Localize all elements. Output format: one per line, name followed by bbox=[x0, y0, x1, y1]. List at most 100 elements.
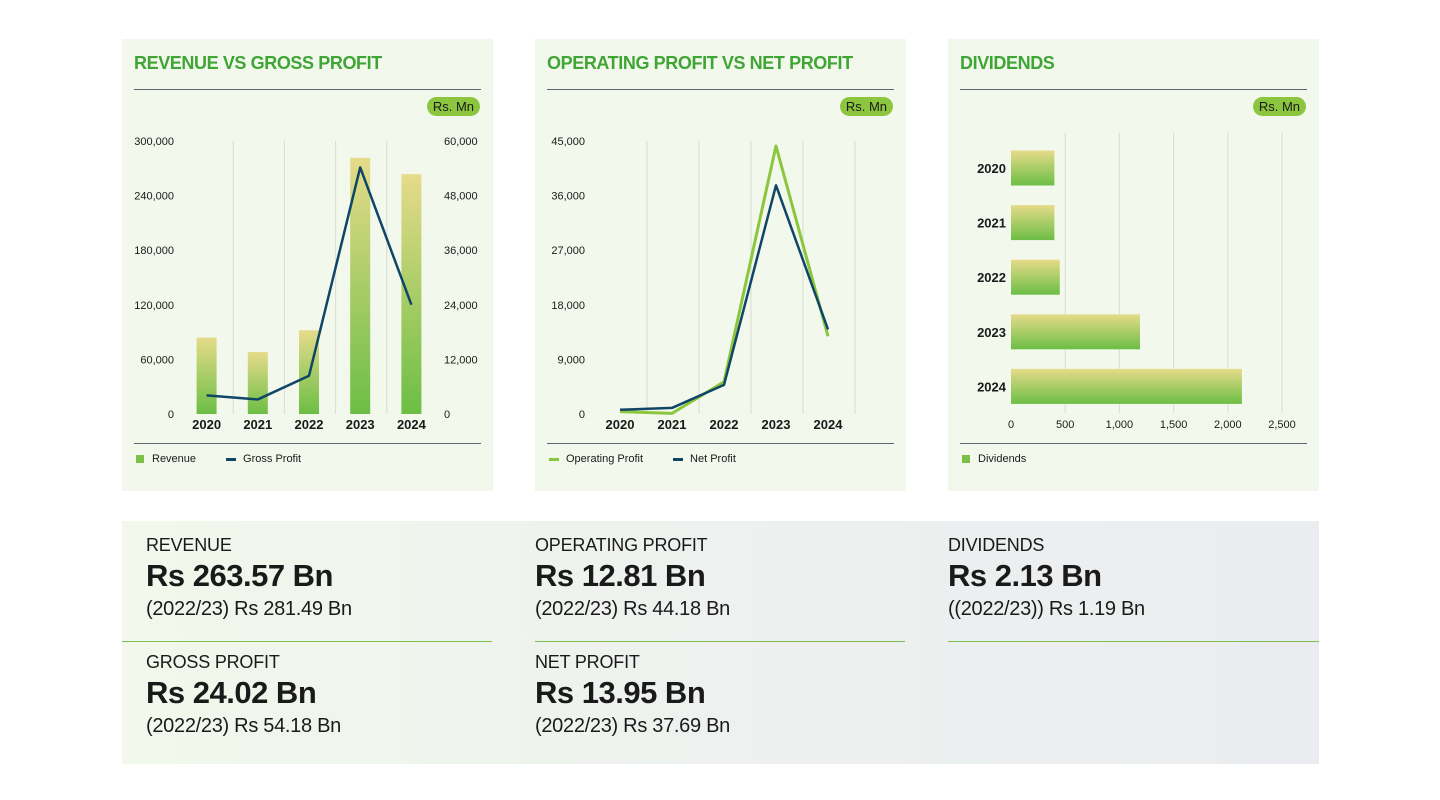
stat-net-profit: NET PROFIT Rs 13.95 Bn (2022/23) Rs 37.6… bbox=[535, 652, 905, 738]
dividend-bar bbox=[1011, 259, 1060, 295]
stat-label: REVENUE bbox=[146, 535, 232, 555]
chart-title: OPERATING PROFIT VS NET PROFIT bbox=[547, 53, 853, 73]
stat-label: GROSS PROFIT bbox=[146, 652, 280, 672]
stat-label: OPERATING PROFIT bbox=[535, 535, 708, 555]
chart-title: DIVIDENDS bbox=[960, 53, 1055, 73]
revenue-bar bbox=[350, 157, 371, 414]
y-tick-label-left: 0 bbox=[168, 409, 174, 421]
stat-previous: (2022/23) Rs 44.18 Bn bbox=[535, 598, 730, 620]
stat-value: Rs 263.57 Bn bbox=[146, 558, 334, 593]
x-tick-label: 2021 bbox=[243, 417, 272, 432]
x-tick-label: 2023 bbox=[762, 417, 791, 432]
title-divider bbox=[134, 89, 481, 90]
title-divider bbox=[547, 89, 894, 90]
y-tick-label: 2024 bbox=[977, 379, 1007, 394]
legend-item-net-profit: Net Profit bbox=[673, 453, 736, 465]
operating-net-profit-chart: 0 9,000 18,000 27,000 36,000 45,000 2020 2021 20… bbox=[551, 136, 856, 432]
legend-label: Revenue bbox=[152, 453, 197, 465]
dividends-chart: 0 500 1,000 1,500 2,000 2,500 2020 2021 2022 2023… bbox=[977, 133, 1296, 431]
stat-value: Rs 2.13 Bn bbox=[948, 558, 1102, 593]
stat-value: Rs 24.02 Bn bbox=[146, 675, 317, 710]
summary-section: REVENUE Rs 263.57 Bn (2022/23) Rs 281.49… bbox=[122, 521, 1319, 764]
legend-swatch bbox=[549, 457, 559, 461]
unit-badge: Rs. Mn bbox=[839, 97, 893, 116]
y-tick-label: 2022 bbox=[977, 270, 1006, 285]
stat-previous: (2022/23) Rs 37.69 Bn bbox=[535, 715, 730, 737]
y-tick-label: 2020 bbox=[977, 161, 1006, 176]
x-tick-label: 1,500 bbox=[1160, 419, 1188, 431]
stat-operating-profit: OPERATING PROFIT Rs 12.81 Bn (2022/23) R… bbox=[535, 535, 905, 621]
stat-label: DIVIDENDS bbox=[948, 535, 1045, 555]
x-tick-label: 1,000 bbox=[1106, 419, 1134, 431]
y-tick-label: 36,000 bbox=[551, 191, 585, 203]
y-tick-label: 9,000 bbox=[557, 354, 585, 366]
legend-label: Net Profit bbox=[690, 453, 736, 465]
revenue-bar bbox=[401, 174, 422, 414]
y-tick-label-left: 300,000 bbox=[134, 136, 174, 148]
revenue-gross-profit-chart: 0 60,000 120,000 180,000 240,000 300,000 0 12,0… bbox=[134, 136, 478, 432]
x-tick-label: 2024 bbox=[814, 417, 844, 432]
stat-value: Rs 13.95 Bn bbox=[535, 675, 706, 710]
y-tick-label: 2021 bbox=[977, 216, 1006, 231]
y-tick-label-right: 0 bbox=[444, 409, 450, 421]
title-divider bbox=[960, 89, 1307, 90]
y-tick-label: 0 bbox=[579, 409, 585, 421]
stat-previous: ((2022/23)) Rs 1.19 Bn bbox=[948, 598, 1145, 620]
legend-item-dividends: Dividends bbox=[962, 453, 1026, 465]
legend-item-operating-profit: Operating Profit bbox=[549, 453, 643, 465]
x-tick-label: 2,500 bbox=[1268, 419, 1296, 431]
revenue-bar bbox=[196, 337, 217, 414]
net-profit-line bbox=[619, 184, 830, 412]
legend-divider bbox=[960, 443, 1307, 444]
stat-dividends: DIVIDENDS Rs 2.13 Bn ((2022/23)) Rs 1.19… bbox=[948, 535, 1318, 621]
dividend-bar bbox=[1011, 150, 1055, 186]
gross-profit-line bbox=[206, 166, 413, 401]
divider bbox=[122, 641, 492, 642]
operating-net-profit-panel: OPERATING PROFIT VS NET PROFIT Rs. Mn 0 9… bbox=[535, 39, 906, 491]
y-tick-label: 45,000 bbox=[551, 136, 585, 148]
y-tick-label-left: 240,000 bbox=[134, 191, 174, 203]
legend-label: Dividends bbox=[978, 453, 1027, 465]
divider bbox=[948, 641, 1319, 642]
legend-swatch bbox=[226, 457, 237, 461]
stat-previous: (2022/23) Rs 54.18 Bn bbox=[146, 715, 341, 737]
divider bbox=[535, 641, 905, 642]
x-tick-label: 2020 bbox=[606, 417, 635, 432]
dividend-bar bbox=[1011, 314, 1140, 350]
y-tick-label-right: 60,000 bbox=[444, 136, 478, 148]
dividends-panel: DIVIDENDS Rs. Mn 0 500 1,000 1,500 2,000 2,50… bbox=[948, 39, 1319, 491]
unit-badge: Rs. Mn bbox=[1252, 97, 1306, 116]
operating-profit-line bbox=[619, 144, 830, 415]
y-tick-label-right: 36,000 bbox=[444, 245, 478, 257]
y-tick-label: 2023 bbox=[977, 325, 1006, 340]
x-tick-label: 2021 bbox=[658, 417, 687, 432]
x-tick-label: 2022 bbox=[295, 417, 324, 432]
y-tick-label-left: 120,000 bbox=[134, 300, 174, 312]
x-tick-label: 2020 bbox=[192, 417, 221, 432]
x-tick-label: 2,000 bbox=[1214, 419, 1242, 431]
dividend-bar bbox=[1011, 368, 1242, 404]
revenue-gross-profit-panel: REVENUE VS GROSS PROFIT Rs. Mn 0 60,000 12… bbox=[122, 39, 493, 491]
y-tick-label-left: 60,000 bbox=[140, 354, 174, 366]
x-tick-label: 2024 bbox=[397, 417, 427, 432]
x-tick-label: 0 bbox=[1008, 419, 1014, 431]
stat-label: NET PROFIT bbox=[535, 652, 640, 672]
legend-swatch bbox=[962, 455, 970, 463]
stat-previous: (2022/23) Rs 281.49 Bn bbox=[146, 598, 352, 620]
x-tick-label: 2022 bbox=[710, 417, 739, 432]
y-tick-label: 27,000 bbox=[551, 245, 585, 257]
chart-title: REVENUE VS GROSS PROFIT bbox=[134, 53, 382, 73]
legend-item-gross-profit: Gross Profit bbox=[226, 453, 301, 465]
legend-swatch bbox=[673, 457, 684, 461]
legend: Operating Profit Net Profit bbox=[549, 453, 766, 465]
y-tick-label-right: 48,000 bbox=[444, 191, 478, 203]
stat-value: Rs 12.81 Bn bbox=[535, 558, 706, 593]
revenue-bar bbox=[247, 352, 268, 414]
unit-badge: Rs. Mn bbox=[426, 97, 480, 116]
legend-label: Operating Profit bbox=[566, 453, 644, 465]
y-tick-label-left: 180,000 bbox=[134, 245, 174, 257]
legend-item-revenue: Revenue bbox=[136, 453, 196, 465]
stat-revenue: REVENUE Rs 263.57 Bn (2022/23) Rs 281.49… bbox=[146, 535, 516, 621]
legend-swatch bbox=[136, 455, 144, 463]
dividend-bar bbox=[1011, 205, 1055, 241]
